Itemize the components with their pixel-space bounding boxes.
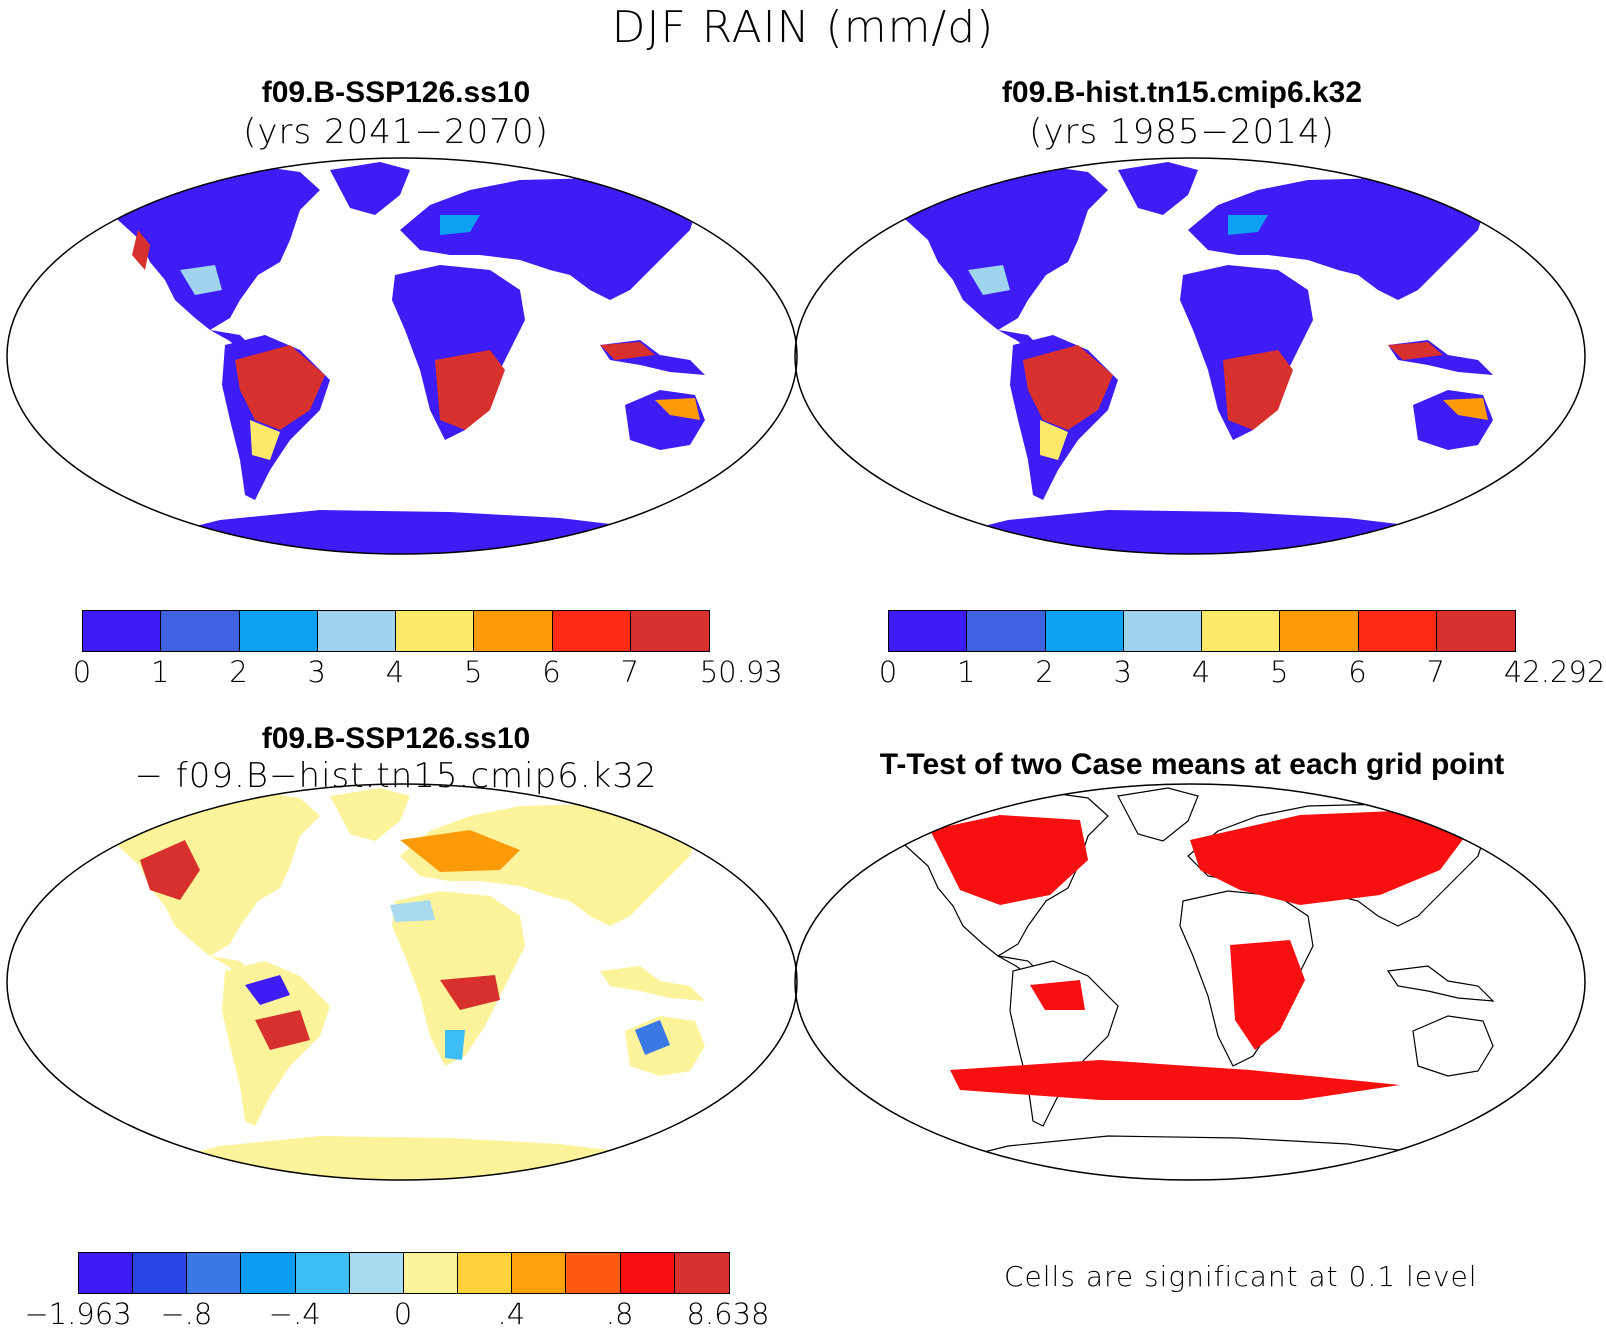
panel3-subtitle: − f09.B−hist.tn15.cmip6.k32: [134, 756, 658, 796]
panel4-title: T-Test of two Case means at each grid po…: [879, 748, 1505, 781]
colorbar-swatch: [187, 1253, 242, 1293]
colorbar-swatch: [512, 1253, 567, 1293]
colorbar-tick-label: 6: [1348, 655, 1367, 689]
colorbar-tick-label: 5: [1270, 655, 1289, 689]
colorbar-swatch: [133, 1253, 188, 1293]
colorbar-tick-label: 1: [957, 655, 976, 689]
colorbar-tick-label: 2: [229, 655, 248, 689]
colorbar-swatch: [566, 1253, 621, 1293]
colorbar-swatch: [83, 611, 162, 651]
colorbar-swatch: [241, 1253, 296, 1293]
colorbar-tick-label: 5: [464, 655, 483, 689]
colorbar-swatch: [458, 1253, 513, 1293]
panel2-subtitle: (yrs 1985−2014): [1029, 112, 1335, 152]
colorbar-swatch: [1045, 611, 1124, 651]
colorbar-swatch: [1202, 611, 1281, 651]
colorbar-tick-label: −.8: [160, 1297, 213, 1331]
colorbar-swatch: [967, 611, 1046, 651]
colorbar-tick-label: 7: [1426, 655, 1445, 689]
colorbar-swatch: [79, 1253, 134, 1293]
colorbar-swatch: [239, 611, 318, 651]
colorbar-tick-label: 4: [1191, 655, 1211, 689]
panel1-subtitle: (yrs 2041−2070): [243, 112, 549, 152]
colorbar-swatch: [1280, 611, 1359, 651]
colorbar-panel2: [888, 610, 1516, 652]
colorbar-swatch: [630, 611, 709, 651]
colorbar-swatch: [889, 611, 968, 651]
colorbar-tick-label: .4: [497, 1297, 526, 1331]
colorbar-tick-label: 50.93: [699, 655, 783, 689]
significance-note: Cells are significant at 0.1 level: [1004, 1260, 1478, 1293]
colorbar-tick-label: 4: [385, 655, 405, 689]
colorbar-swatch: [317, 611, 396, 651]
figure-title: DJF RAIN (mm/d): [611, 2, 995, 53]
colorbar-tick-label: .8: [605, 1297, 634, 1331]
colorbar-swatch: [1123, 611, 1202, 651]
colorbar-swatch: [403, 1253, 459, 1293]
colorbar-swatch: [396, 611, 475, 651]
colorbar-tick-label: 8.638: [686, 1297, 770, 1331]
colorbar-swatch: [474, 611, 553, 651]
colorbar-swatch: [161, 611, 240, 651]
colorbar-swatch: [620, 1253, 675, 1293]
colorbar-swatch: [349, 1253, 404, 1293]
colorbar-swatch: [1358, 611, 1437, 651]
colorbar-swatch: [295, 1253, 350, 1293]
colorbar-tick-label: 6: [542, 655, 561, 689]
panel2-title: f09.B-hist.tn15.cmip6.k32: [1001, 76, 1363, 109]
colorbar-swatch: [552, 611, 631, 651]
colorbar-tick-label: 3: [1113, 655, 1132, 689]
panel3-title: f09.B-SSP126.ss10: [261, 722, 531, 755]
colorbar-tick-label: −1.963: [24, 1297, 132, 1331]
colorbar-swatch: [674, 1253, 729, 1293]
colorbar-tick-label: 0: [72, 655, 92, 689]
colorbar-tick-label: 2: [1035, 655, 1054, 689]
colorbar-tick-label: 7: [620, 655, 639, 689]
panel1-title: f09.B-SSP126.ss10: [261, 76, 531, 109]
colorbar-tick-label: 1: [151, 655, 170, 689]
colorbar-panel3: [78, 1252, 730, 1294]
colorbar-swatch: [1436, 611, 1515, 651]
colorbar-tick-label: 3: [307, 655, 326, 689]
colorbar-tick-label: 42.292: [1503, 655, 1606, 689]
colorbar-panel1: [82, 610, 710, 652]
colorbar-tick-label: 0: [878, 655, 898, 689]
colorbar-tick-label: −.4: [268, 1297, 321, 1331]
colorbar-tick-label: 0: [393, 1297, 413, 1331]
